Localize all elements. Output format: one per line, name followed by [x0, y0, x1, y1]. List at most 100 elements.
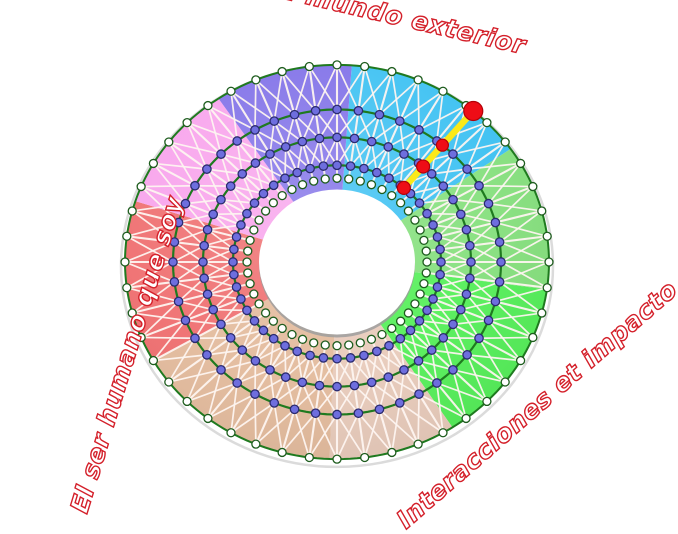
node-hole-rim[interactable] [244, 247, 252, 255]
highlight-node-1[interactable] [417, 160, 430, 173]
node-outer-rim[interactable] [333, 455, 341, 463]
node-hole-rim[interactable] [310, 339, 318, 347]
node-inner-ring[interactable] [315, 134, 323, 142]
node-inner-ring[interactable] [449, 366, 457, 374]
node-inner-ring[interactable] [293, 168, 301, 176]
node-inner-ring[interactable] [433, 283, 441, 291]
node-inner-ring[interactable] [270, 399, 278, 407]
node-inner-ring[interactable] [457, 305, 465, 313]
node-inner-ring[interactable] [415, 390, 423, 398]
node-inner-ring[interactable] [203, 165, 211, 173]
node-inner-ring[interactable] [233, 137, 241, 145]
node-inner-ring[interactable] [414, 357, 422, 365]
node-outer-rim[interactable] [137, 333, 145, 341]
node-hole-rim[interactable] [255, 300, 263, 308]
node-inner-ring[interactable] [217, 366, 225, 374]
node-inner-ring[interactable] [181, 316, 189, 324]
node-inner-ring[interactable] [396, 117, 404, 125]
node-inner-ring[interactable] [346, 354, 354, 362]
node-inner-ring[interactable] [396, 399, 404, 407]
node-outer-rim[interactable] [165, 378, 173, 386]
node-inner-ring[interactable] [199, 258, 207, 266]
node-inner-ring[interactable] [457, 210, 465, 218]
node-inner-ring[interactable] [475, 334, 483, 342]
node-inner-ring[interactable] [333, 410, 341, 418]
node-outer-rim[interactable] [149, 357, 157, 365]
node-outer-rim[interactable] [204, 414, 212, 422]
node-inner-ring[interactable] [415, 199, 423, 207]
node-inner-ring[interactable] [269, 335, 277, 343]
node-hole-rim[interactable] [404, 207, 412, 215]
node-inner-ring[interactable] [333, 105, 341, 113]
node-outer-rim[interactable] [483, 119, 491, 127]
node-inner-ring[interactable] [281, 342, 289, 350]
node-inner-ring[interactable] [290, 110, 298, 118]
node-hole-rim[interactable] [310, 177, 318, 185]
node-inner-ring[interactable] [429, 221, 437, 229]
node-hole-rim[interactable] [299, 181, 307, 189]
node-inner-ring[interactable] [237, 221, 245, 229]
node-hole-rim[interactable] [345, 341, 353, 349]
node-inner-ring[interactable] [436, 270, 444, 278]
node-inner-ring[interactable] [406, 326, 414, 334]
node-outer-rim[interactable] [538, 309, 546, 317]
node-inner-ring[interactable] [191, 334, 199, 342]
node-outer-rim[interactable] [227, 87, 235, 95]
node-inner-ring[interactable] [200, 274, 208, 282]
node-inner-ring[interactable] [203, 290, 211, 298]
node-inner-ring[interactable] [350, 381, 358, 389]
node-outer-rim[interactable] [501, 138, 509, 146]
node-inner-ring[interactable] [466, 242, 474, 250]
node-inner-ring[interactable] [415, 126, 423, 134]
node-inner-ring[interactable] [290, 405, 298, 413]
node-outer-rim[interactable] [538, 207, 546, 215]
node-hole-rim[interactable] [243, 258, 251, 266]
node-inner-ring[interactable] [495, 238, 503, 246]
node-inner-ring[interactable] [462, 290, 470, 298]
node-hole-rim[interactable] [411, 300, 419, 308]
node-inner-ring[interactable] [250, 317, 258, 325]
node-inner-ring[interactable] [449, 195, 457, 203]
node-inner-ring[interactable] [232, 233, 240, 241]
node-inner-ring[interactable] [311, 409, 319, 417]
node-inner-ring[interactable] [315, 381, 323, 389]
node-outer-rim[interactable] [121, 258, 129, 266]
node-hole-rim[interactable] [246, 236, 254, 244]
node-inner-ring[interactable] [243, 209, 251, 217]
node-inner-ring[interactable] [466, 274, 474, 282]
node-hole-rim[interactable] [269, 317, 277, 325]
node-inner-ring[interactable] [433, 379, 441, 387]
node-inner-ring[interactable] [367, 378, 375, 386]
node-inner-ring[interactable] [333, 161, 341, 169]
node-inner-ring[interactable] [384, 143, 392, 151]
node-outer-rim[interactable] [123, 284, 131, 292]
node-inner-ring[interactable] [415, 317, 423, 325]
highlight-node-2[interactable] [436, 139, 448, 151]
node-inner-ring[interactable] [174, 297, 182, 305]
node-hole-rim[interactable] [244, 269, 252, 277]
node-inner-ring[interactable] [354, 107, 362, 115]
node-inner-ring[interactable] [270, 117, 278, 125]
node-inner-ring[interactable] [191, 182, 199, 190]
node-inner-ring[interactable] [319, 354, 327, 362]
node-inner-ring[interactable] [269, 181, 277, 189]
node-inner-ring[interactable] [298, 378, 306, 386]
node-inner-ring[interactable] [174, 218, 182, 226]
node-inner-ring[interactable] [217, 195, 225, 203]
node-outer-rim[interactable] [278, 68, 286, 76]
node-inner-ring[interactable] [433, 233, 441, 241]
node-hole-rim[interactable] [420, 280, 428, 288]
node-hole-rim[interactable] [250, 290, 258, 298]
node-hole-rim[interactable] [250, 226, 258, 234]
node-inner-ring[interactable] [428, 346, 436, 354]
node-inner-ring[interactable] [230, 245, 238, 253]
node-hole-rim[interactable] [411, 216, 419, 224]
node-hole-rim[interactable] [321, 341, 329, 349]
highlight-node-0[interactable] [397, 181, 410, 194]
node-hole-rim[interactable] [367, 335, 375, 343]
node-inner-ring[interactable] [282, 143, 290, 151]
node-hole-rim[interactable] [388, 324, 396, 332]
node-outer-rim[interactable] [501, 378, 509, 386]
node-inner-ring[interactable] [449, 150, 457, 158]
node-hole-rim[interactable] [388, 192, 396, 200]
